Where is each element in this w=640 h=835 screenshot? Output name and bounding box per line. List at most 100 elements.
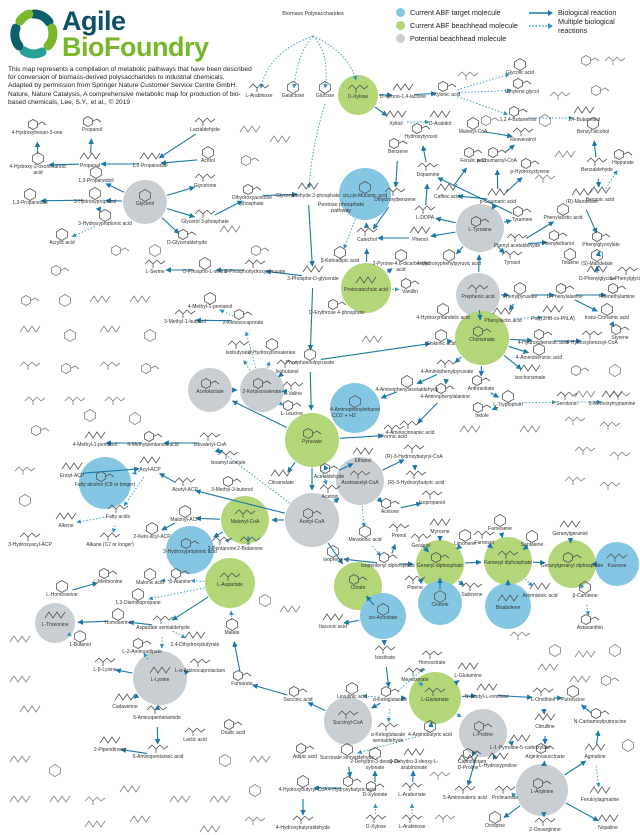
reaction-arrow	[457, 96, 509, 116]
node-peth: Phenylethanol	[526, 228, 590, 248]
molecule-structure-icon	[437, 303, 449, 316]
node-label: 5-Aminovaleric acid	[443, 795, 487, 801]
node-label: Glycolic acid	[505, 70, 535, 76]
molecule-structure-icon	[457, 754, 479, 762]
molecule-structure-icon	[174, 309, 196, 318]
molecule-structure-icon	[304, 348, 316, 361]
molecule-structure-icon	[296, 743, 315, 754]
molecule-structure-icon	[514, 282, 526, 295]
molecule-structure-icon	[96, 471, 115, 482]
node-label: Putrescine	[561, 697, 585, 703]
node-oser: O-Phospho-L-serine	[173, 256, 237, 276]
reaction-arrow	[374, 106, 388, 117]
node-akg: α-Ketoglutarate	[358, 684, 422, 704]
node-label: 5-Aminopentanoic acid	[132, 754, 184, 760]
node-pyr: Pyruvate	[280, 426, 344, 446]
molecule-structure-icon	[244, 259, 266, 268]
node-label: Benzoic acid	[585, 197, 615, 203]
reaction-arrow	[504, 219, 512, 225]
reaction-arrow	[435, 216, 456, 224]
molecule-structure-icon	[99, 568, 118, 579]
molecule-structure-icon	[327, 545, 339, 558]
node-acetol: Acetol	[176, 145, 240, 165]
molecule-structure-icon	[574, 650, 596, 658]
node-label: Cadaverine	[112, 704, 138, 710]
node-label: D-Arabitol	[428, 121, 452, 127]
node-label: Agmatine	[584, 754, 606, 760]
reaction-arrow	[307, 702, 326, 712]
molecule-structure-icon	[438, 81, 457, 92]
decor-molecule-icon	[59, 361, 81, 375]
decor-molecule-icon	[599, 418, 621, 432]
node-rman: (R)-Mandelate	[550, 186, 614, 206]
molecule-structure-icon	[146, 522, 158, 535]
reaction-arrow	[105, 197, 123, 204]
molecule-structure-icon	[392, 83, 414, 91]
legend-swatch-0-icon	[396, 8, 405, 17]
node-label: N-Acetyl-L-ornithine	[464, 694, 510, 700]
node-blys: L-β-Lysine	[73, 654, 137, 674]
molecule-structure-icon	[459, 529, 471, 542]
node-naorn: N-Acetyl-L-ornithine	[455, 681, 519, 701]
molecule-structure-icon	[429, 110, 451, 118]
reaction-arrow	[161, 217, 180, 234]
highlight-circle-muc	[339, 168, 391, 220]
molecule-structure-icon	[383, 424, 405, 433]
molecule-structure-icon	[379, 552, 398, 563]
node-mtry: 5-Methoxytryptamine	[580, 388, 640, 408]
molecule-structure-icon	[542, 305, 564, 313]
node-label: α-Ketoglutarate	[372, 697, 408, 703]
molecule-structure-icon	[169, 795, 191, 803]
reaction-arrow	[218, 449, 290, 504]
node-label: Isobutanol	[275, 369, 299, 375]
node-label: 4-Aminocinnamic acid	[385, 430, 435, 436]
molecule-structure-icon	[239, 536, 261, 545]
node-label: 1,2-Propanediol	[132, 163, 168, 169]
node-phenol: Phenol	[388, 224, 452, 244]
decor-molecule-icon	[239, 153, 261, 167]
legend-item: Current ABF beachhead molecule	[396, 19, 518, 32]
molecule-structure-icon	[44, 611, 66, 619]
node-label: N-Carbamoylputrescine	[573, 719, 627, 725]
node-label: Phenethylamine	[599, 294, 635, 300]
node-ppp: Pentose phosphate pathway	[309, 202, 373, 215]
reaction-arrow	[128, 620, 153, 626]
decor-molecule-icon	[244, 813, 266, 827]
molecule-structure-icon	[377, 722, 399, 731]
decor-molecule-icon	[99, 358, 121, 372]
node-label: Nopaline	[598, 825, 618, 831]
node-label: Santalene	[520, 542, 544, 548]
molecule-structure-icon	[270, 469, 292, 477]
node-label: Phenylacetic acid	[543, 215, 583, 221]
node-label: Farnesyl diphosphate	[484, 560, 532, 566]
node-pea: Phenethylamine	[585, 281, 640, 301]
molecule-structure-icon	[384, 187, 406, 196]
reaction-arrow	[287, 462, 296, 473]
legend-molecules: Current ABF target molecule Current ABF b…	[396, 6, 518, 45]
reaction-arrow	[390, 543, 397, 554]
reaction-arrow	[400, 501, 422, 509]
node-label: Formic acid	[381, 434, 407, 440]
molecule-structure-icon	[181, 538, 200, 549]
node-ibol: Isobutanol	[255, 356, 319, 376]
node-pdo13: 1,3-Propanediol	[64, 165, 128, 185]
reaction-arrow	[357, 735, 420, 755]
node-label: 2-Keto-acyl-ACP	[133, 534, 171, 540]
node-macp: Malonyl-ACP	[153, 504, 217, 524]
molecule-structure-icon	[55, 512, 77, 520]
molecule-structure-icon	[436, 183, 458, 191]
reaction-arrow	[574, 299, 598, 312]
molecule-structure-icon	[404, 575, 426, 584]
node-alkane: Alkane (C7 or longer)	[78, 529, 142, 549]
node-label: Succinate semialdehyde	[319, 755, 375, 761]
node-label: 2,4-Dihydroxybutyrate	[170, 642, 220, 648]
reaction-arrow	[132, 470, 140, 475]
node-aad: L-2-Aminoadipate	[110, 636, 174, 656]
node-ivcoa: Isovaleryl-CoA	[178, 429, 242, 449]
molecule-structure-icon	[549, 644, 561, 657]
node-indole: Indole	[450, 400, 514, 420]
reaction-arrow	[497, 694, 533, 700]
highlight-circle-pca	[341, 263, 391, 313]
decor-molecule-icon	[49, 263, 71, 277]
molecule-structure-icon	[609, 644, 621, 657]
